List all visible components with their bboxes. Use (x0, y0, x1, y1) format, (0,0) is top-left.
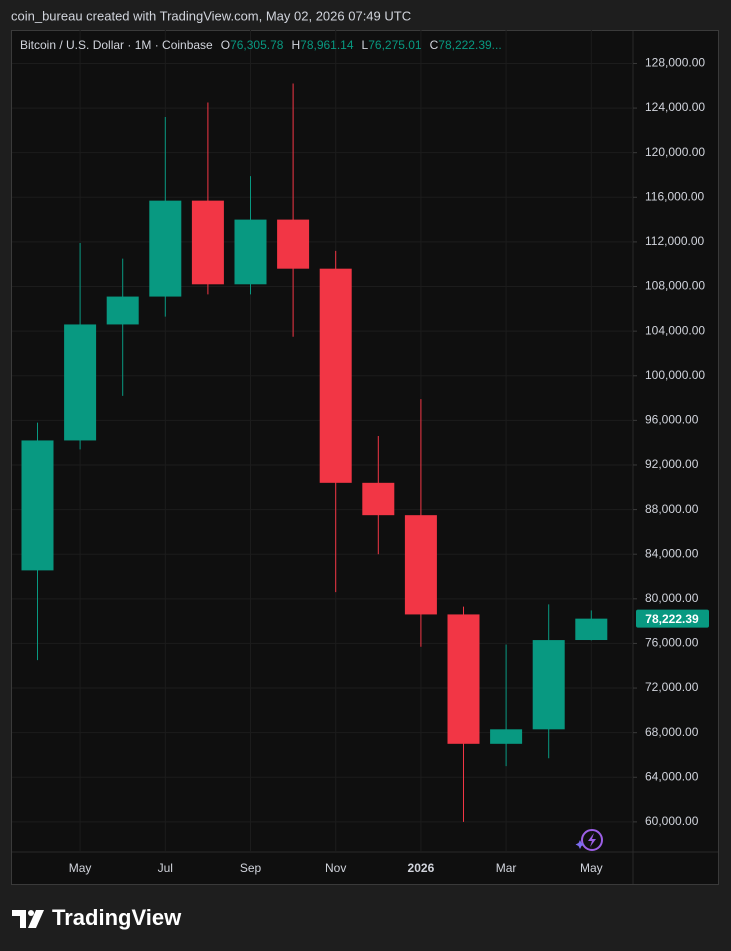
y-tick-label: 124,000.00 (645, 100, 705, 114)
x-tick-label: Nov (325, 861, 346, 875)
legend-key: H (291, 38, 300, 52)
y-tick-label: 72,000.00 (645, 680, 699, 694)
brand-logo (12, 910, 44, 928)
x-tick-label: 2026 (408, 861, 435, 875)
legend-key: L (362, 38, 369, 52)
y-tick-label: 112,000.00 (645, 234, 704, 248)
legend: Bitcoin / U.S. Dollar · 1M · Coinbase O76… (20, 38, 502, 52)
chart-panel (11, 30, 719, 885)
candle-body (149, 200, 182, 297)
legend-key: O (221, 38, 230, 52)
legend-value: 78,961.14 (300, 38, 354, 52)
y-tick-label: 100,000.00 (645, 368, 705, 382)
last-price-label: 78,222.39 (645, 612, 699, 626)
y-tick-label: 104,000.00 (645, 323, 705, 337)
y-tick-label: 92,000.00 (645, 457, 699, 471)
x-tick-label: May (580, 861, 603, 875)
legend-key: C (430, 38, 439, 52)
y-tick-label: 60,000.00 (645, 814, 699, 828)
candle-body (191, 200, 224, 285)
y-tick-label: 116,000.00 (645, 189, 704, 203)
candle-body (575, 618, 608, 641)
y-tick-label: 68,000.00 (645, 725, 699, 739)
y-tick-label: 108,000.00 (645, 279, 705, 293)
x-tick-label: May (69, 861, 92, 875)
candle-body (532, 640, 565, 730)
ai-icon (575, 829, 603, 851)
x-tick-label: Jul (158, 861, 173, 875)
y-tick-label: 128,000.00 (645, 56, 705, 70)
y-tick-label: 120,000.00 (645, 145, 705, 159)
y-tick-label: 80,000.00 (645, 591, 699, 605)
legend-value: 76,275.01 (368, 38, 422, 52)
legend-line: Bitcoin / U.S. Dollar · 1M · Coinbase O76… (20, 38, 502, 52)
x-tick-label: Sep (240, 861, 262, 875)
y-tick-label: 88,000.00 (645, 502, 699, 516)
y-tick-label: 84,000.00 (645, 546, 699, 560)
candle-body (277, 219, 310, 269)
candle-body (447, 614, 480, 744)
y-tick-label: 64,000.00 (645, 769, 699, 783)
legend-value: 76,305.78 (230, 38, 284, 52)
candle-body (362, 482, 395, 516)
y-tick-label: 76,000.00 (645, 636, 699, 650)
last-price-badge (636, 609, 709, 628)
candle-body (490, 729, 523, 744)
x-tick-label: Mar (496, 861, 517, 875)
candle-body (319, 268, 352, 483)
header: coin_bureau created with TradingView.com… (11, 8, 411, 23)
candle-body (404, 515, 437, 615)
candle-body (21, 440, 54, 571)
candle-body (234, 219, 267, 285)
brand-name: TradingView (52, 905, 182, 930)
legend-value: 78,222.39... (438, 38, 501, 52)
symbol-title: Bitcoin / U.S. Dollar · 1M · Coinbase (20, 38, 213, 52)
y-tick-label: 96,000.00 (645, 413, 699, 427)
candle-body (64, 324, 97, 441)
candle-body (106, 296, 139, 325)
